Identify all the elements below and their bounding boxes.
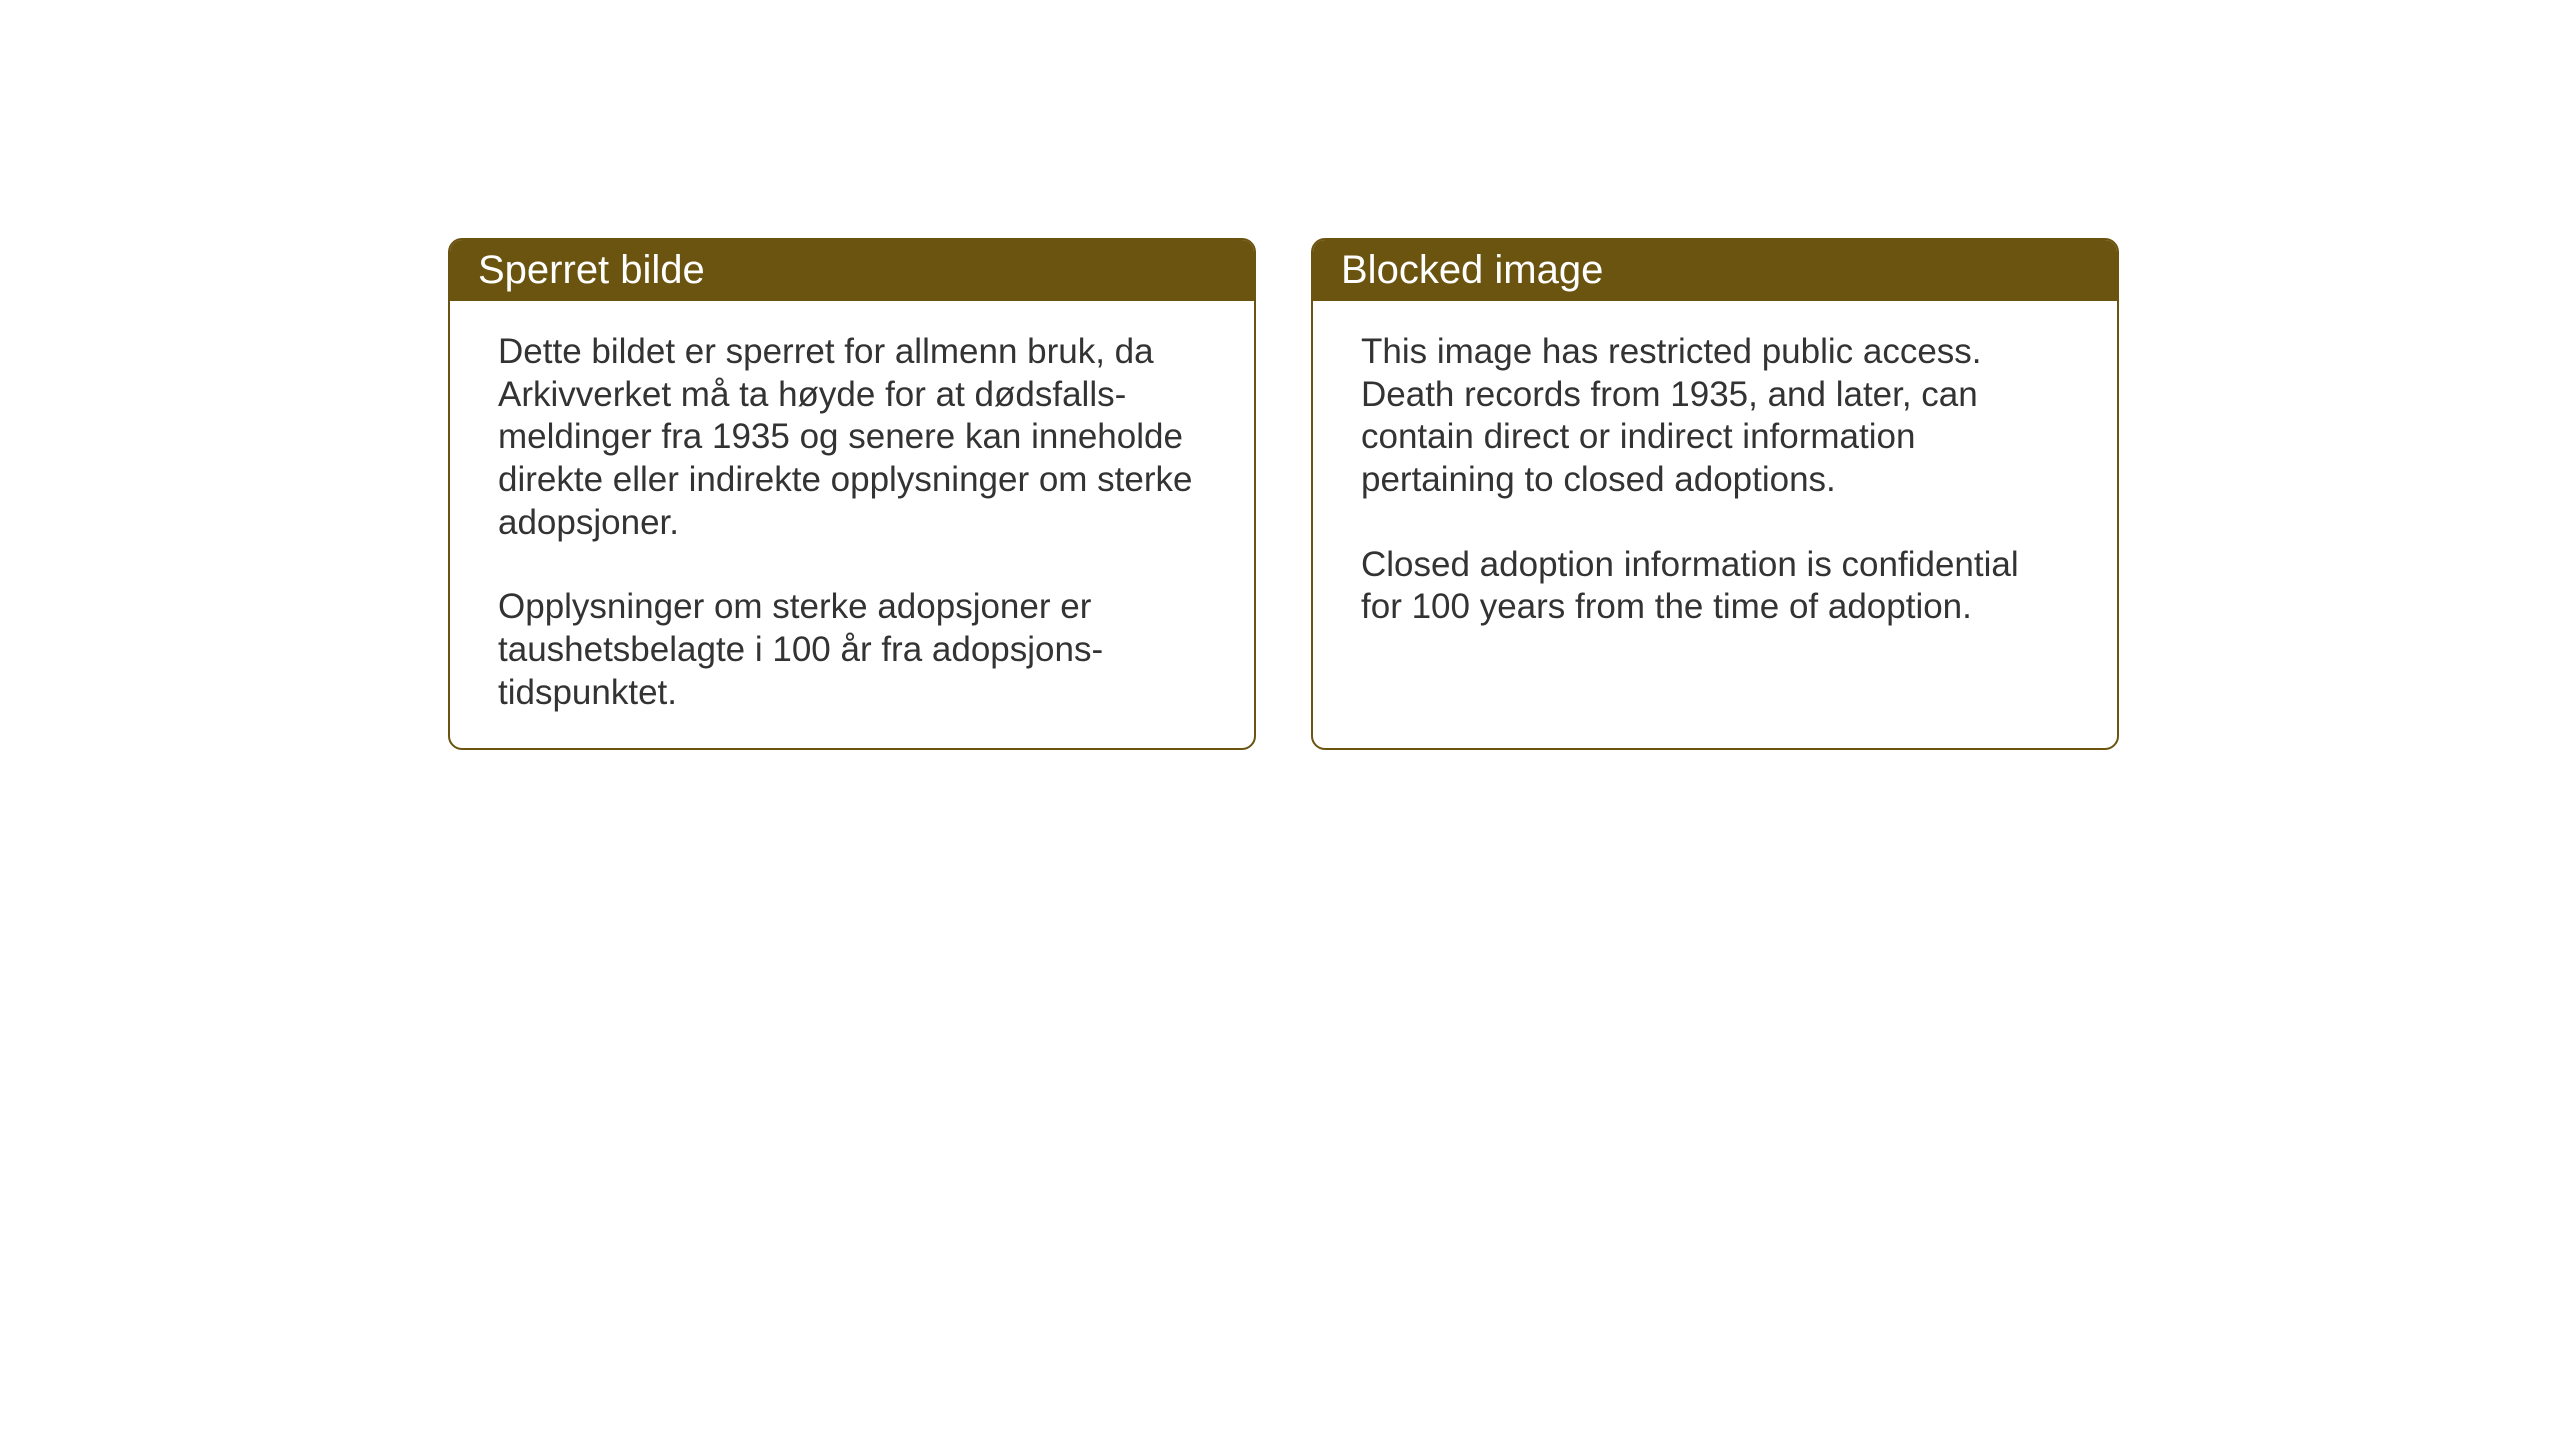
card-title: Sperret bilde	[478, 248, 705, 292]
card-paragraph-1: This image has restricted public access.…	[1361, 331, 2069, 502]
card-paragraph-1: Dette bildet er sperret for allmenn bruk…	[498, 331, 1206, 544]
notice-card-norwegian: Sperret bilde Dette bildet er sperret fo…	[448, 238, 1256, 750]
card-body: This image has restricted public access.…	[1313, 301, 2117, 659]
notice-container: Sperret bilde Dette bildet er sperret fo…	[448, 238, 2119, 750]
card-header: Blocked image	[1313, 240, 2117, 301]
card-paragraph-2: Opplysninger om sterke adopsjoner er tau…	[498, 586, 1206, 714]
card-paragraph-2: Closed adoption information is confident…	[1361, 544, 2069, 629]
card-body: Dette bildet er sperret for allmenn bruk…	[450, 301, 1254, 745]
card-title: Blocked image	[1341, 248, 1603, 292]
card-header: Sperret bilde	[450, 240, 1254, 301]
notice-card-english: Blocked image This image has restricted …	[1311, 238, 2119, 750]
